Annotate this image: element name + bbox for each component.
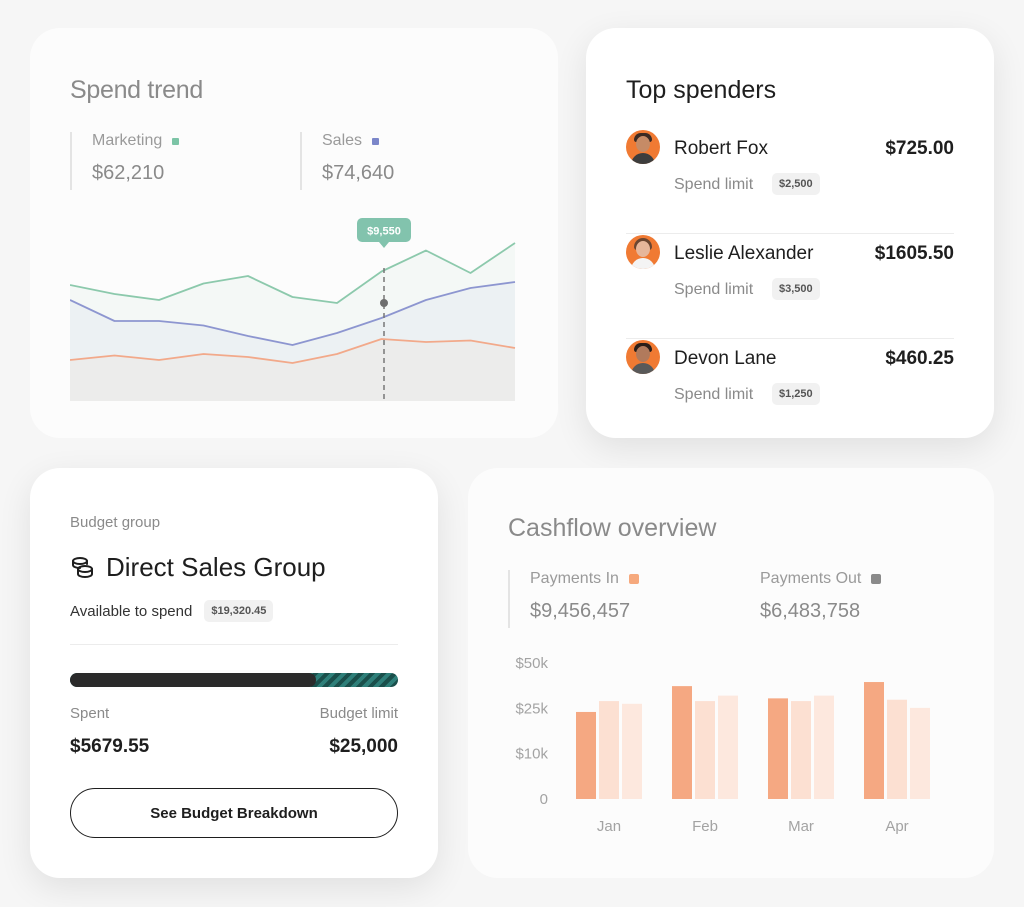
spend-limit-label: Spend limit (674, 281, 754, 298)
marketing-value: $62,210 (92, 162, 165, 184)
y-tick-label: 0 (540, 791, 548, 808)
cashflow-bar[interactable] (887, 699, 907, 799)
hover-point (380, 299, 388, 307)
cashflow-bar[interactable] (695, 701, 715, 799)
cashflow-title: Cashflow overview (508, 514, 717, 542)
spend-series-line (70, 242, 516, 304)
sales-stat: Sales $74,640 (300, 132, 394, 190)
spender-row[interactable]: Robert Fox $725.00 Spend limit $2,500 (626, 130, 954, 234)
spend-limit-label: Spend limit (674, 176, 754, 193)
x-tick-label: Jan (597, 818, 621, 835)
avatar (626, 235, 660, 269)
cashflow-bar[interactable] (791, 701, 811, 799)
x-tick-label: Feb (692, 818, 718, 835)
cashflow-overview-card: Cashflow overview Payments In $9,456,457… (468, 468, 994, 878)
avatar (626, 130, 660, 164)
available-value-badge: $19,320.45 (204, 600, 274, 622)
sales-value: $74,640 (322, 162, 395, 184)
divider (70, 644, 398, 645)
avatar (626, 340, 660, 374)
spender-row[interactable]: Leslie Alexander $1605.50 Spend limit $3… (626, 235, 954, 339)
spend-series-area (70, 339, 515, 401)
payments-out-legend-swatch (871, 574, 882, 584)
payments-out-label: Payments Out (760, 570, 862, 587)
budget-group-title: Direct Sales Group (106, 552, 326, 582)
payments-out-value: $6,483,758 (760, 600, 861, 622)
spend-trend-chart[interactable]: $9,550 (70, 218, 518, 408)
spend-trend-card: Spend trend Marketing $62,210 Sales $74,… (30, 28, 558, 438)
cashflow-bar[interactable] (768, 698, 788, 799)
cashflow-bar[interactable] (864, 682, 884, 799)
spender-amount: $725.00 (885, 138, 954, 159)
cashflow-bar[interactable] (622, 703, 642, 799)
tooltip-bubble (357, 218, 411, 242)
y-tick-label: $50k (515, 655, 548, 672)
y-tick-label: $10k (515, 746, 548, 763)
sales-label: Sales (322, 132, 363, 149)
payments-in-stat: Payments In $9,456,457 (508, 570, 639, 628)
budget-group-label: Budget group (70, 514, 161, 531)
top-spenders-card: Top spenders Robert Fox $725.00 Spend li… (586, 28, 994, 438)
spend-series-area (70, 282, 515, 401)
x-tick-label: Mar (788, 818, 814, 835)
payments-out-stat: Payments Out $6,483,758 (738, 570, 882, 628)
spend-series-line (70, 281, 516, 346)
y-tick-label: $25k (515, 700, 548, 717)
spender-amount: $1605.50 (874, 243, 954, 264)
cashflow-bar[interactable] (576, 711, 596, 799)
spend-limit-label: Spend limit (674, 386, 754, 403)
payments-in-label: Payments In (530, 570, 619, 587)
tooltip-pointer (379, 242, 389, 248)
spender-name: Robert Fox (674, 138, 768, 159)
cashflow-bar[interactable] (718, 695, 738, 799)
x-tick-label: Apr (885, 818, 908, 835)
cashflow-bar-chart[interactable]: $50k $25k $10k 0 Jan Feb Mar Apr (498, 653, 964, 853)
available-to-spend: Available to spend $19,320.45 (70, 600, 274, 622)
payments-in-value: $9,456,457 (530, 600, 631, 622)
marketing-legend-dot (172, 137, 180, 145)
marketing-label: Marketing (92, 132, 163, 149)
spend-trend-title: Spend trend (70, 76, 203, 104)
spend-limit-badge: $2,500 (772, 173, 820, 195)
spender-name: Devon Lane (674, 348, 777, 369)
see-budget-breakdown-button[interactable]: See Budget Breakdown (70, 788, 398, 838)
budget-limit-label: Budget limit (319, 705, 398, 722)
sales-legend-dot (372, 137, 380, 145)
budget-limit-value: $25,000 (329, 736, 398, 757)
cashflow-bar[interactable] (599, 701, 619, 799)
budget-group-card: Budget group Direct Sales Group Availabl… (30, 468, 438, 878)
spend-series-area (70, 243, 515, 401)
cashflow-bar[interactable] (672, 686, 692, 799)
budget-progress-bar (70, 673, 398, 687)
budget-group-name: Direct Sales Group (70, 552, 326, 583)
payments-in-legend-swatch (628, 574, 639, 584)
spent-value: $5679.55 (70, 736, 150, 757)
top-spenders-title: Top spenders (626, 76, 777, 104)
spender-row[interactable]: Devon Lane $460.25 Spend limit $1,250 (626, 340, 954, 444)
spend-series-line (70, 338, 516, 364)
spender-amount: $460.25 (885, 348, 954, 369)
spend-limit-badge: $3,500 (772, 278, 820, 300)
coins-stack-icon (72, 556, 93, 578)
available-label: Available to spend (70, 602, 193, 620)
spent-label: Spent (70, 705, 110, 722)
budget-progress-fill (70, 673, 316, 687)
spend-limit-badge: $1,250 (772, 383, 820, 405)
spender-name: Leslie Alexander (674, 243, 814, 264)
marketing-stat: Marketing $62,210 (70, 132, 180, 190)
tooltip-text: $9,550 (367, 226, 401, 238)
cashflow-bar[interactable] (814, 695, 834, 799)
cashflow-bar[interactable] (910, 707, 930, 799)
